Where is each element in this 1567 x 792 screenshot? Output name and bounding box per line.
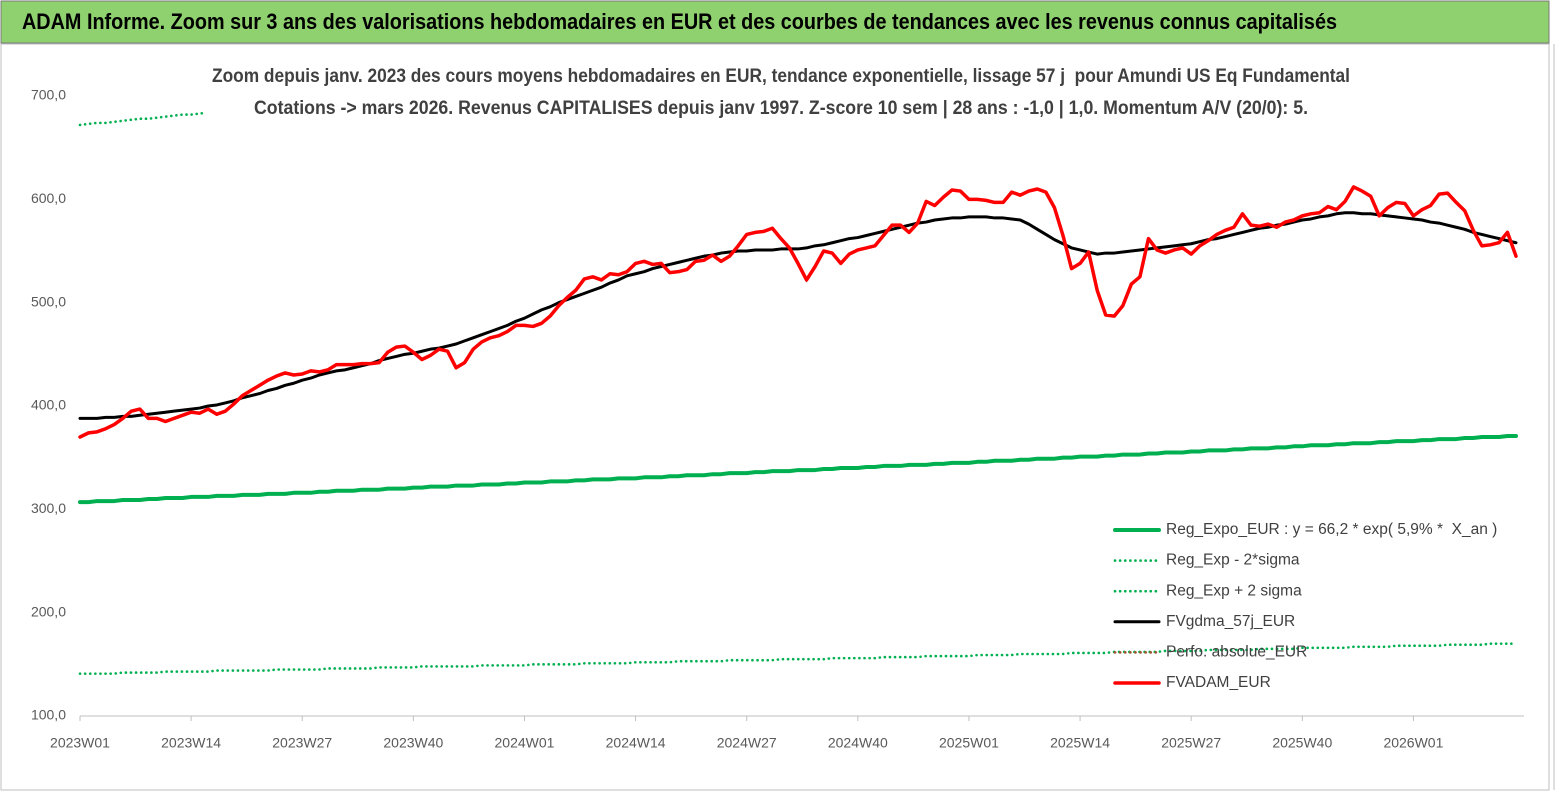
y-tick-label: 700,0 (31, 87, 66, 103)
y-tick-label: 400,0 (31, 397, 66, 413)
x-tick-label: 2023W14 (161, 735, 221, 751)
series-line (78, 433, 1518, 505)
y-tick-label: 500,0 (31, 293, 66, 309)
chart-subtitle: Cotations -> mars 2026. Revenus CAPITALI… (254, 98, 1308, 119)
series-line (78, 642, 1518, 675)
series-layer (78, 96, 1518, 675)
y-tick-label: 300,0 (31, 500, 66, 516)
y-tick-label: 600,0 (31, 190, 66, 206)
legend-label: FVADAM_EUR (1166, 674, 1271, 691)
x-tick-label: 2025W01 (939, 735, 999, 751)
x-tick-label: 2024W40 (828, 735, 888, 751)
page-title: ADAM Informe. Zoom sur 3 ans des valoris… (22, 9, 1337, 34)
x-tick-label: 2025W14 (1050, 735, 1110, 751)
legend-label: FVgdma_57j_EUR (1166, 613, 1295, 630)
x-tick-label: 2023W01 (50, 735, 110, 751)
legend-label: Perfo. absolue_EUR (1166, 643, 1307, 660)
chart-subtitle: Zoom depuis janv. 2023 des cours moyens … (212, 66, 1350, 87)
x-tick-label: 2026W01 (1383, 735, 1443, 751)
y-tick-label: 100,0 (31, 707, 66, 723)
header-bar (0, 0, 1550, 44)
legend-label: Reg_Exp + 2 sigma (1166, 582, 1302, 599)
legend-label: Reg_Exp - 2*sigma (1166, 552, 1300, 569)
legend-label: Reg_Expo_EUR : y = 66,2 * exp( 5,9% * X_… (1166, 521, 1497, 538)
x-tick-label: 2024W27 (717, 735, 777, 751)
chart-frame (0, 43, 1550, 791)
x-tick-label: 2024W01 (495, 735, 555, 751)
series-line (78, 185, 1518, 439)
series-line (78, 211, 1518, 420)
subtitle-box (205, 60, 1355, 126)
x-tick-label: 2023W27 (272, 735, 332, 751)
x-tick-label: 2025W27 (1161, 735, 1221, 751)
x-tick-label: 2025W40 (1272, 735, 1332, 751)
y-tick-label: 200,0 (31, 603, 66, 619)
x-tick-label: 2024W14 (606, 735, 666, 751)
x-tick-label: 2023W40 (383, 735, 443, 751)
